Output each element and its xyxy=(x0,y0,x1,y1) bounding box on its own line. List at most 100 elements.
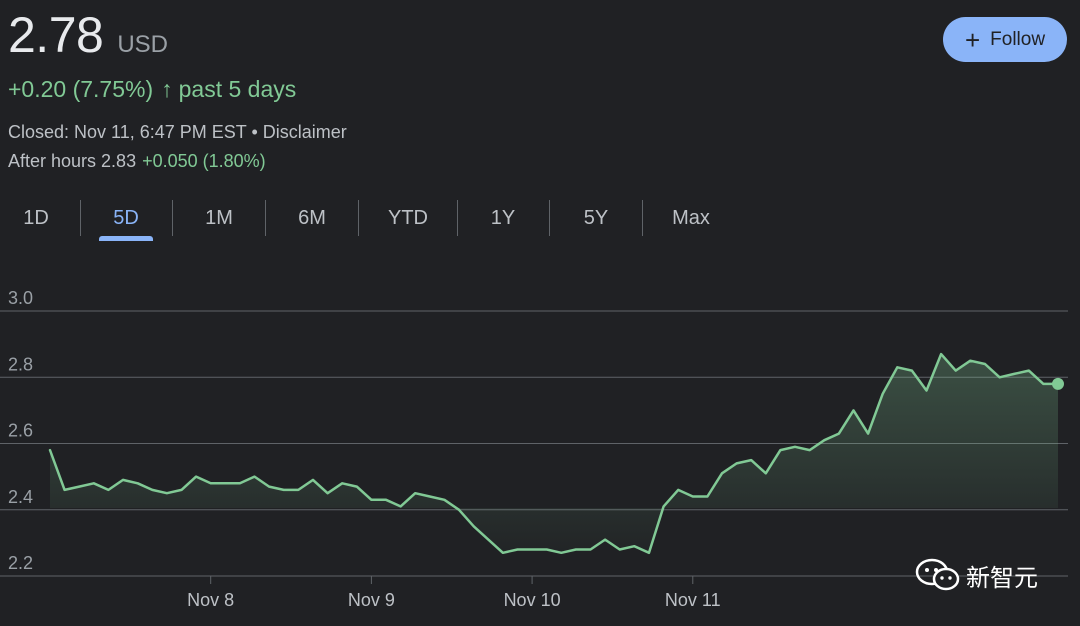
data-point xyxy=(486,538,490,542)
data-point xyxy=(983,362,987,366)
data-point xyxy=(954,369,958,373)
tab-max[interactable]: Max xyxy=(672,206,710,229)
tab-1d[interactable]: 1D xyxy=(23,206,49,229)
data-point xyxy=(822,438,826,442)
currency-code: USD xyxy=(117,31,168,58)
data-point xyxy=(837,432,841,436)
tab-divider xyxy=(457,200,458,236)
data-point xyxy=(296,488,300,492)
current-price: 2.78 xyxy=(8,7,104,63)
data-point xyxy=(881,392,885,396)
data-point xyxy=(253,475,257,479)
tab-divider xyxy=(358,200,359,236)
data-point xyxy=(340,481,344,485)
arrow-up-icon: ↑ xyxy=(161,76,173,102)
tab-5d[interactable]: 5D xyxy=(113,206,139,229)
data-point xyxy=(179,488,183,492)
data-point xyxy=(413,491,417,495)
y-tick-label: 2.2 xyxy=(8,553,33,573)
data-point xyxy=(399,504,403,508)
tab-divider xyxy=(642,200,643,236)
data-point xyxy=(369,498,373,502)
watermark: 新智元 xyxy=(914,557,1038,593)
wechat-icon xyxy=(915,558,960,591)
data-point xyxy=(457,508,461,512)
active-tab-indicator xyxy=(99,236,153,241)
tab-divider xyxy=(80,200,81,236)
data-point xyxy=(793,445,797,449)
tab-6m[interactable]: 6M xyxy=(298,206,326,229)
data-point xyxy=(603,538,607,542)
y-tick-label: 2.8 xyxy=(8,354,33,374)
after-hours: After hours 2.83 +0.050 (1.80%) xyxy=(8,151,266,172)
data-point xyxy=(589,548,593,552)
x-tick-label: Nov 11 xyxy=(665,590,721,610)
data-point xyxy=(238,481,242,485)
follow-button-label: Follow xyxy=(990,28,1046,50)
last-price-dot xyxy=(1052,377,1064,390)
data-point xyxy=(1027,369,1031,373)
data-point xyxy=(545,548,549,552)
data-point xyxy=(720,471,724,475)
change-value: +0.20 (7.75%) xyxy=(8,76,154,102)
data-point xyxy=(910,369,914,373)
data-point xyxy=(778,448,782,452)
data-point xyxy=(632,544,636,548)
area-fill xyxy=(50,354,1058,553)
data-point xyxy=(428,495,432,499)
x-tick-label: Nov 9 xyxy=(348,590,395,610)
data-point xyxy=(48,448,52,452)
tab-divider xyxy=(265,200,266,236)
data-point xyxy=(223,481,227,485)
data-point xyxy=(150,488,154,492)
tab-1m[interactable]: 1M xyxy=(205,206,233,229)
market-status: Closed: Nov 11, 6:47 PM EST • Disclaimer xyxy=(8,122,347,142)
data-point xyxy=(136,481,140,485)
data-point xyxy=(530,548,534,552)
data-point xyxy=(968,359,972,363)
data-point xyxy=(515,548,519,552)
y-tick-label: 3.0 xyxy=(8,290,33,308)
price-header: 2.78 USD xyxy=(8,6,168,64)
data-point xyxy=(735,461,739,465)
data-point xyxy=(501,551,505,555)
data-point xyxy=(1012,372,1016,376)
data-point xyxy=(92,481,96,485)
data-point xyxy=(662,504,666,508)
tab-1y[interactable]: 1Y xyxy=(490,206,516,229)
data-point xyxy=(676,488,680,492)
data-point xyxy=(647,551,651,555)
data-point xyxy=(326,491,330,495)
data-point xyxy=(77,485,81,489)
data-point xyxy=(63,488,67,492)
data-point xyxy=(764,471,768,475)
data-point xyxy=(209,481,213,485)
tab-ytd[interactable]: YTD xyxy=(388,206,428,229)
data-point xyxy=(311,478,315,482)
price-chart[interactable]: 3.0 2.8 2.6 2.4 2.2 Nov 8 Nov 9 Nov 10 Nov 11 xyxy=(0,290,1080,626)
data-point xyxy=(939,352,943,356)
price-line xyxy=(48,352,1060,555)
range-tabs: 1D 5D 1M 6M YTD 1Y 5Y Max xyxy=(0,198,740,238)
data-point xyxy=(925,389,929,393)
tab-divider xyxy=(172,200,173,236)
after-hours-price: After hours 2.83 xyxy=(8,151,137,171)
y-tick-label: 2.4 xyxy=(8,487,33,507)
tab-5y[interactable]: 5Y xyxy=(583,206,609,229)
data-point xyxy=(165,491,169,495)
data-point xyxy=(895,365,899,369)
tab-divider xyxy=(549,200,550,236)
data-point xyxy=(267,485,271,489)
data-point xyxy=(998,375,1002,379)
data-point xyxy=(559,551,563,555)
data-point xyxy=(749,458,753,462)
watermark-text: 新智元 xyxy=(966,563,1038,592)
follow-button[interactable]: + Follow xyxy=(943,17,1067,62)
data-point xyxy=(194,475,198,479)
x-tick-label: Nov 10 xyxy=(504,590,561,610)
data-point xyxy=(121,478,125,482)
data-point xyxy=(442,498,446,502)
data-point xyxy=(866,432,870,436)
y-tick-label: 2.6 xyxy=(8,421,33,441)
after-hours-change: +0.050 (1.80%) xyxy=(142,151,266,171)
